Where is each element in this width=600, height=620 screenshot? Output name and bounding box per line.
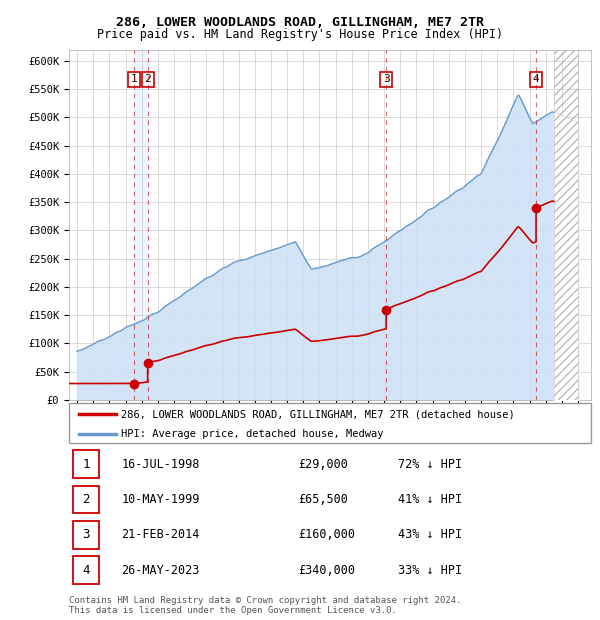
- Text: 43% ↓ HPI: 43% ↓ HPI: [398, 528, 462, 541]
- Text: 1: 1: [82, 458, 90, 471]
- Text: 1: 1: [131, 74, 137, 84]
- Text: 286, LOWER WOODLANDS ROAD, GILLINGHAM, ME7 2TR: 286, LOWER WOODLANDS ROAD, GILLINGHAM, M…: [116, 16, 484, 29]
- Text: 3: 3: [383, 74, 389, 84]
- Text: 2: 2: [82, 493, 90, 506]
- Text: HPI: Average price, detached house, Medway: HPI: Average price, detached house, Medw…: [121, 430, 384, 440]
- Text: 4: 4: [533, 74, 539, 84]
- Text: 2: 2: [144, 74, 151, 84]
- Text: 26-MAY-2023: 26-MAY-2023: [121, 564, 200, 577]
- Text: 72% ↓ HPI: 72% ↓ HPI: [398, 458, 462, 471]
- Bar: [134, 50, 148, 400]
- Text: £65,500: £65,500: [299, 493, 349, 506]
- Text: 4: 4: [82, 564, 90, 577]
- FancyBboxPatch shape: [73, 485, 99, 513]
- Text: 41% ↓ HPI: 41% ↓ HPI: [398, 493, 462, 506]
- FancyBboxPatch shape: [73, 556, 99, 584]
- Text: 3: 3: [82, 528, 90, 541]
- Text: £29,000: £29,000: [299, 458, 349, 471]
- Text: 33% ↓ HPI: 33% ↓ HPI: [398, 564, 462, 577]
- FancyBboxPatch shape: [73, 450, 99, 478]
- Text: 16-JUL-1998: 16-JUL-1998: [121, 458, 200, 471]
- Text: £160,000: £160,000: [299, 528, 356, 541]
- Text: Contains HM Land Registry data © Crown copyright and database right 2024.
This d: Contains HM Land Registry data © Crown c…: [69, 596, 461, 615]
- Text: 286, LOWER WOODLANDS ROAD, GILLINGHAM, ME7 2TR (detached house): 286, LOWER WOODLANDS ROAD, GILLINGHAM, M…: [121, 409, 515, 419]
- Text: £340,000: £340,000: [299, 564, 356, 577]
- Text: Price paid vs. HM Land Registry's House Price Index (HPI): Price paid vs. HM Land Registry's House …: [97, 28, 503, 41]
- FancyBboxPatch shape: [73, 521, 99, 549]
- Text: 21-FEB-2014: 21-FEB-2014: [121, 528, 200, 541]
- Text: 10-MAY-1999: 10-MAY-1999: [121, 493, 200, 506]
